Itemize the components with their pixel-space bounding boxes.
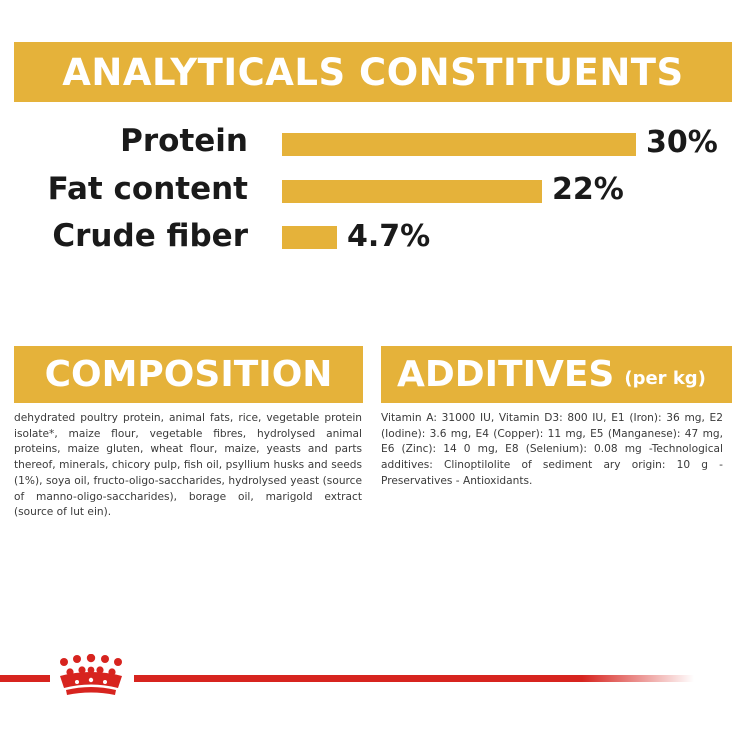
crude-fiber-value: 4.7% (347, 219, 431, 254)
constituents-title-banner: ANALYTICALS CONSTITUENTS (14, 42, 732, 102)
additives-subheading: (per kg) (624, 368, 706, 389)
protein-bar (282, 133, 636, 156)
additives-text: Vitamin A: 31000 IU, Vitamin D3: 800 IU,… (381, 412, 723, 487)
composition-banner: COMPOSITION (14, 346, 363, 403)
brand-line-right (134, 675, 694, 682)
crude-fiber-bar (282, 226, 337, 249)
protein-label: Protein (120, 123, 248, 159)
additives-banner: ADDITIVES (per kg) (381, 346, 732, 403)
additives-heading: ADDITIVES (397, 354, 615, 395)
protein-value: 30% (646, 125, 718, 160)
constituents-title: ANALYTICALS CONSTITUENTS (62, 50, 684, 94)
fat-content-bar (282, 180, 542, 203)
composition-text: dehydrated poultry protein, animal fats,… (14, 412, 362, 519)
fat-content-label: Fat content (47, 171, 248, 207)
crude-fiber-label: Crude fiber (52, 218, 248, 254)
brand-line-left (0, 675, 50, 682)
composition-heading: COMPOSITION (44, 354, 333, 395)
crown-logo-icon (60, 654, 122, 695)
fat-content-value: 22% (552, 172, 624, 207)
